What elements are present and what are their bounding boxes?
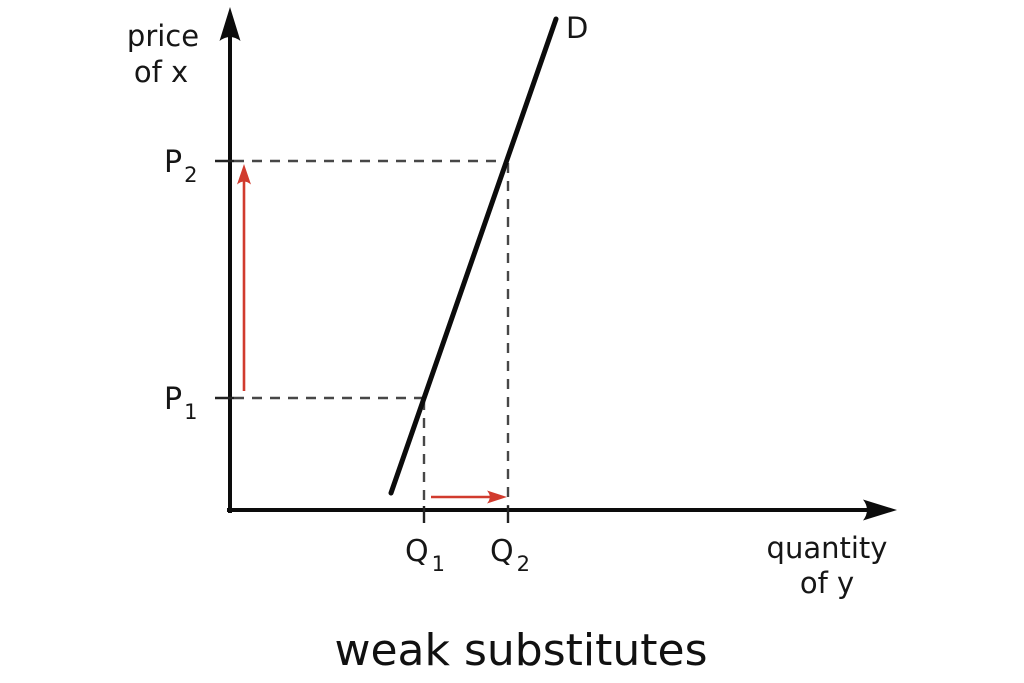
p1-label-sub: 1 — [184, 400, 197, 424]
demand-curve — [388, 16, 559, 496]
x-axis-arrowhead-icon — [863, 499, 897, 521]
p2-label: P2 — [164, 145, 197, 187]
p1-label-main: P — [164, 382, 182, 417]
p2-label-main: P — [164, 145, 182, 180]
p2-label-sub: 2 — [184, 163, 197, 187]
diagram-title: weak substitutes — [334, 625, 707, 676]
y-axis-label-line2: of x — [134, 55, 188, 89]
p1-label: P1 — [164, 382, 197, 424]
quantity-increase-arrowhead-icon — [487, 490, 507, 504]
y-axis-label-line1: price — [127, 19, 199, 53]
y-axis-arrowhead-icon — [219, 7, 241, 41]
q1-label-main: Q — [405, 534, 429, 569]
demand-curve-label: D — [566, 11, 588, 45]
q1-label-sub: 1 — [432, 552, 445, 576]
q2-label-sub: 2 — [517, 552, 530, 576]
price-increase-arrowhead-icon — [237, 164, 251, 185]
q2-label-main: Q — [490, 534, 514, 569]
x-axis-label-line2: of y — [800, 566, 854, 600]
x-axis-label-line1: quantity — [767, 531, 888, 565]
